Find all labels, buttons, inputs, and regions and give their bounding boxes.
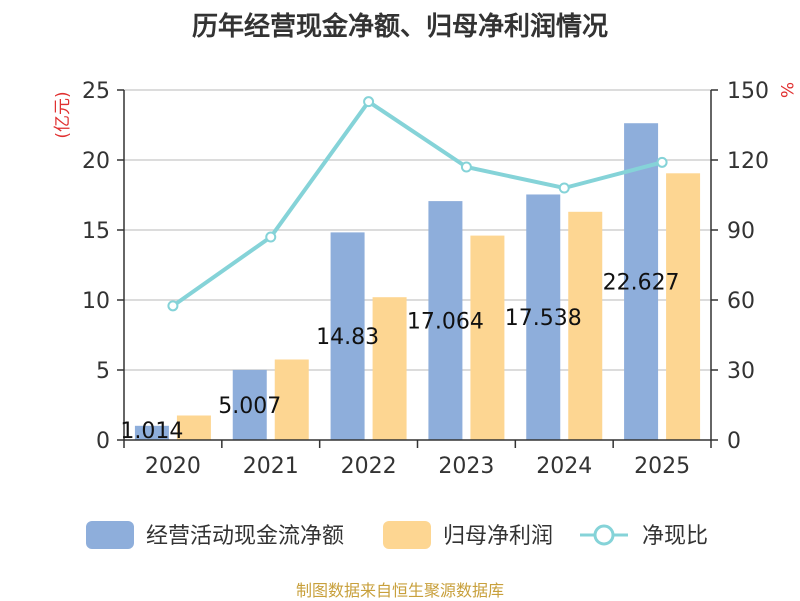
legend-label-ratio: 净现比 [642,524,708,549]
bar-data-label: 1.014 [120,419,183,444]
source-note: 制图数据来自恒生聚源数据库 [295,581,504,600]
line-point [558,182,570,194]
y-left-tick-label: 20 [82,149,110,174]
y-left-tick-label: 10 [82,289,110,314]
bar [134,425,169,440]
x-tick-label: 2021 [243,454,299,479]
bars [134,123,701,441]
legend-label-cashflow: 经营活动现金流净额 [146,524,344,549]
bar [624,123,659,441]
bar [428,201,463,440]
y-right-tick-label: 0 [727,429,741,454]
x-tick-label: 2025 [634,454,690,479]
bar [568,211,603,440]
bar-data-label: 14.83 [316,325,379,350]
bar-data-label: 17.538 [505,306,582,331]
legend-label-profit: 归母净利润 [443,524,553,549]
x-tick-label: 2022 [341,454,397,479]
legend-swatch-profit [383,521,431,549]
bar [176,415,211,440]
bar [666,173,701,441]
bar [526,194,561,440]
line-point [363,96,375,108]
y-left-tick-label: 0 [96,429,110,454]
x-tick-label: 2020 [145,454,201,479]
bar [232,369,267,440]
line-series [171,98,663,308]
chart-title: 历年经营现金净额、归母净利润情况 [191,12,608,42]
y-right-tick-label: 150 [727,79,769,104]
line-point [265,231,277,243]
y-right-tick-label: 120 [727,149,769,174]
y-left-tick-label: 5 [96,359,110,384]
y-right-tick-label: 90 [727,219,755,244]
data-labels: 1.014 5.007 14.83 17.064 17.538 22.627 [120,271,679,444]
bar [470,235,505,440]
y-right-axis-label: % [776,82,796,98]
bar-data-label: 17.064 [407,310,484,335]
legend-swatch-cashflow [86,521,134,549]
y-left-tick-label: 15 [82,219,110,244]
grid-lines [124,89,711,371]
x-tick-label: 2024 [536,454,592,479]
y-right-tick-label: 60 [727,289,755,314]
legend: 经营活动现金流净额 归母净利润 净现比 [86,521,708,549]
bar [372,297,407,440]
line-point [656,156,668,168]
y-right-tick-label: 30 [727,359,755,384]
bar [274,359,309,440]
y-left-tick-label: 25 [82,79,110,104]
ratio-line [167,96,668,312]
bar-data-label: 22.627 [603,271,680,296]
y-left-axis-label: (亿元) [53,91,73,138]
line-point [167,300,179,312]
bar-data-label: 5.007 [218,394,281,419]
x-tick-label: 2023 [438,454,494,479]
bar [330,232,365,440]
legend-marker-ratio [593,524,615,546]
line-point [460,161,472,173]
